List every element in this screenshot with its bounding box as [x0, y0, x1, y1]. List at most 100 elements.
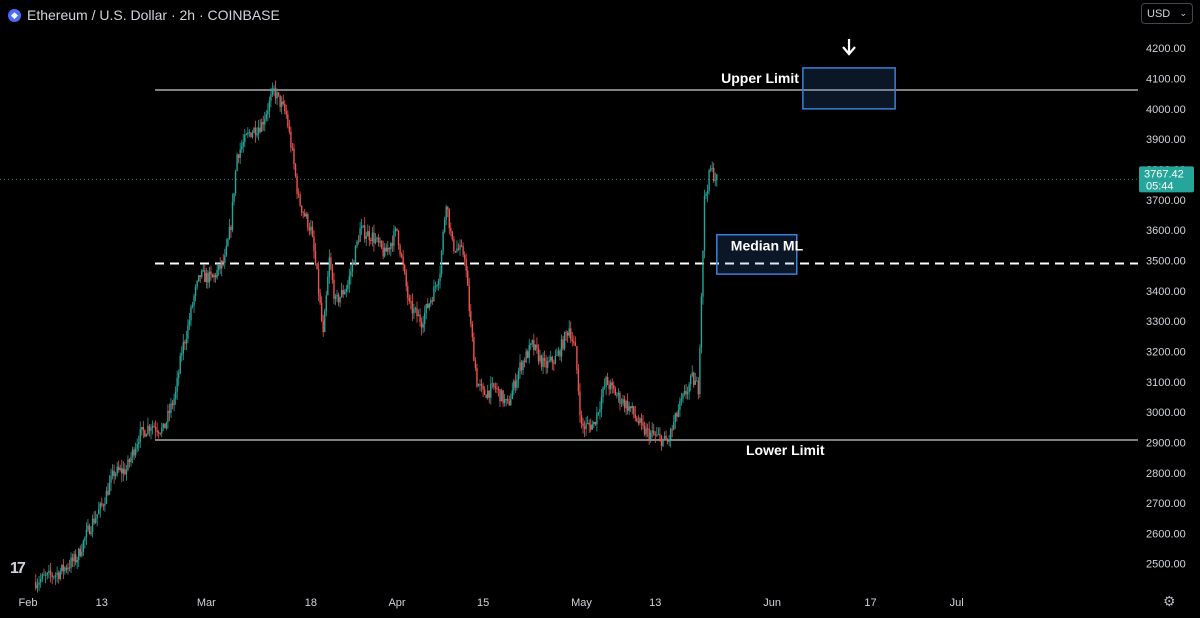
candle-body	[213, 274, 215, 278]
candle-body	[138, 442, 140, 445]
candle-body	[397, 230, 400, 246]
candle-body	[503, 399, 506, 404]
candle-body	[377, 237, 380, 243]
candle-body	[234, 170, 237, 194]
currency-select[interactable]: USD ⌄	[1141, 3, 1193, 24]
candle-body	[261, 122, 263, 132]
candle-body	[550, 356, 552, 361]
x-tick-label: 17	[864, 597, 876, 609]
target-box[interactable]	[802, 67, 896, 110]
candle-body	[545, 360, 547, 368]
candle-body	[410, 301, 412, 302]
candle-body	[328, 257, 331, 277]
candle-body	[593, 421, 595, 425]
candle-body	[579, 391, 581, 415]
candle-body	[350, 271, 352, 277]
candle-body	[585, 423, 587, 429]
candle-body	[649, 432, 652, 440]
y-axis[interactable]: 2500.00 2600.00 2700.00 2800.00 2900.00 3000.…	[1146, 43, 1186, 571]
candle-body	[354, 245, 357, 264]
candle-body	[379, 240, 381, 243]
candle-body	[297, 193, 300, 195]
x-axis[interactable]: Feb 13 Mar 18 Apr 15 May 13 Jun 17 Jul	[19, 597, 964, 609]
candle-body	[677, 410, 680, 417]
candle-body	[668, 439, 670, 442]
y-tick-label: 3200.00	[1146, 346, 1186, 358]
candle-body	[610, 382, 612, 390]
y-tick-label: 2900.00	[1146, 437, 1186, 449]
candle-body	[546, 361, 549, 368]
candle-body	[457, 248, 460, 250]
candle-body	[167, 410, 169, 423]
y-tick-label: 3700.00	[1146, 195, 1186, 207]
candle-body	[59, 571, 61, 579]
candle-body	[591, 424, 593, 430]
candle-body	[440, 251, 443, 274]
candle-body	[473, 337, 475, 362]
candle-body	[694, 380, 696, 385]
candle-body	[357, 241, 360, 243]
candle-body	[58, 572, 60, 579]
candle-body	[199, 275, 201, 278]
candle-body	[474, 361, 477, 368]
median-box[interactable]	[716, 233, 798, 275]
candle-body	[133, 449, 135, 456]
candle-body	[622, 399, 624, 404]
gear-icon[interactable]: ⚙	[1163, 593, 1176, 609]
x-tick-label: 13	[96, 597, 108, 609]
candle-body	[108, 482, 111, 495]
candle-body	[445, 206, 447, 220]
candle-body	[520, 362, 523, 371]
candle-body	[285, 111, 287, 115]
symbol-header[interactable]: ◆ Ethereum / U.S. Dollar · 2h · COINBASE	[8, 6, 280, 24]
candle-body	[402, 256, 404, 266]
candle-body	[274, 87, 277, 99]
candle-body	[577, 370, 580, 392]
annotation-layer[interactable]: Upper Limit Median ML Lower Limit	[716, 39, 896, 458]
candle-body	[654, 434, 656, 436]
candle-body	[508, 400, 510, 406]
candle-body	[468, 285, 470, 312]
candle-body	[428, 303, 430, 308]
candle-body	[125, 469, 128, 475]
candle-body	[407, 286, 409, 298]
candle-body	[161, 427, 163, 434]
last-price-badge	[1139, 166, 1194, 193]
candle-body	[93, 518, 95, 523]
candle-body	[705, 193, 707, 196]
candle-body	[651, 430, 653, 433]
candle-body	[153, 426, 155, 428]
candle-body	[476, 367, 478, 387]
candle-body	[588, 423, 590, 425]
candle-body	[608, 384, 610, 390]
candle-body	[327, 276, 329, 296]
candle-body	[53, 576, 55, 578]
candle-body	[82, 540, 85, 553]
candle-body	[225, 245, 228, 256]
candle-body	[364, 225, 366, 239]
tradingview-logo[interactable]: 17	[10, 560, 26, 577]
candle-body	[659, 434, 661, 436]
candle-body	[565, 332, 567, 334]
candle-body	[384, 247, 386, 257]
candle-body	[563, 332, 566, 349]
candle-body	[342, 290, 344, 295]
candle-body	[491, 383, 494, 385]
candle-body	[433, 286, 435, 302]
candle-body	[114, 473, 117, 477]
candle-body	[387, 247, 389, 252]
candle-body	[530, 343, 532, 346]
candle-body	[365, 236, 367, 239]
candle-body	[596, 412, 598, 425]
candle-body	[290, 131, 292, 148]
candle-body	[119, 468, 121, 470]
candle-body	[339, 297, 341, 303]
candle-body	[499, 389, 501, 402]
candle-body	[640, 418, 643, 423]
candle-body	[507, 399, 509, 401]
candle-body	[623, 399, 626, 409]
candle-body	[431, 300, 434, 302]
candle-body	[87, 525, 89, 530]
